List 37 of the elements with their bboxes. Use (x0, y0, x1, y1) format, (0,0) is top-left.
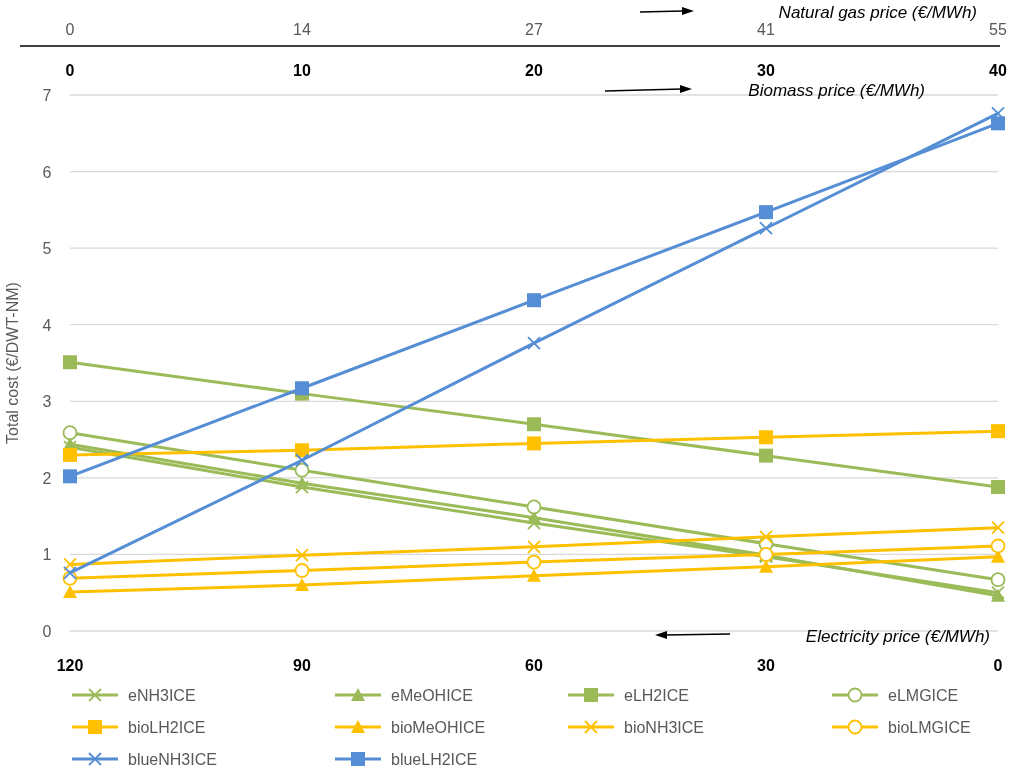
x-tick-label: 60 (525, 657, 543, 674)
x2-tick-label: 30 (757, 62, 775, 79)
y-tick-label: 0 (42, 623, 52, 640)
y-tick-label: 4 (42, 316, 52, 334)
legend-label: bioNH3ICE (624, 719, 705, 736)
text: Natural gas price (€/MWh) (778, 3, 977, 22)
legend-label: eLH2ICE (624, 687, 689, 704)
y-tick-label: 1 (42, 546, 52, 564)
legend-label: bioLMGICE (888, 719, 971, 736)
x2-axis-title: Biomass price (€/MWh) (748, 81, 925, 100)
legend-label: eNH3ICE (128, 687, 196, 704)
x2-tick-label: 40 (989, 62, 1007, 79)
x2-tick-label: 20 (525, 62, 543, 79)
text: 14 (293, 21, 311, 38)
text: 41 (757, 21, 775, 38)
legend-label: blueLH2ICE (391, 751, 478, 768)
legend-label: eLMGICE (888, 687, 959, 704)
x-axis-title: Electricity price (€/MWh) (805, 627, 990, 646)
text: 0 (65, 21, 75, 38)
y-tick-label: 7 (42, 87, 52, 104)
y-tick-label: 5 (42, 240, 52, 258)
x-tick-label: 120 (56, 657, 84, 674)
y-tick-label: 6 (42, 163, 52, 181)
legend-label: bioMeOHICE (391, 719, 486, 736)
x2-tick-label: 0 (65, 62, 75, 79)
x-tick-label: 90 (293, 657, 311, 674)
text: 55 (989, 21, 1007, 38)
y-tick-label: 3 (42, 393, 52, 411)
y-tick-label: 2 (42, 469, 52, 487)
x2-tick-label: 10 (293, 62, 311, 79)
legend-label: eMeOHICE (391, 687, 473, 704)
x-tick-label: 30 (757, 657, 775, 674)
text: 27 (525, 21, 543, 38)
y-axis-title: Total cost (€/DWT-NM) (4, 282, 21, 444)
legend-label: bioLH2ICE (128, 719, 206, 736)
x-tick-label: 0 (993, 657, 1003, 674)
legend-label: blueNH3ICE (128, 751, 217, 768)
